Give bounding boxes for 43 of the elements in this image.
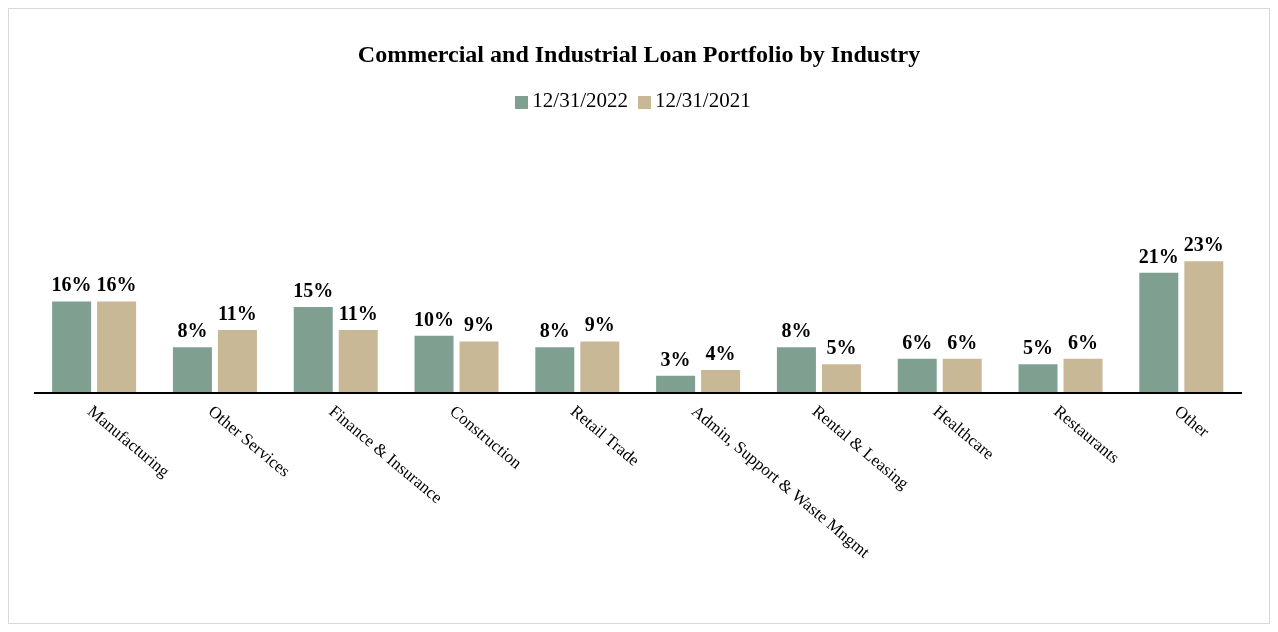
bar: [897, 358, 937, 393]
bar: [217, 330, 257, 393]
bar: [1063, 358, 1103, 393]
bar: [172, 347, 212, 393]
data-label: 23%: [1183, 233, 1224, 256]
bar: [942, 358, 982, 393]
bar: [97, 301, 137, 393]
bar: [1018, 364, 1058, 393]
bar: [821, 364, 861, 393]
bar: [1184, 261, 1224, 393]
data-label: 6%: [947, 330, 978, 353]
bar: [414, 335, 454, 393]
data-label: 6%: [1068, 330, 1099, 353]
bar: [338, 330, 378, 393]
data-label: 11%: [217, 302, 257, 325]
data-label: 3%: [660, 347, 691, 370]
data-label: 21%: [1138, 244, 1179, 267]
data-label: 11%: [338, 302, 378, 325]
chart-title: Commercial and Industrial Loan Portfolio by Industry: [356, 41, 922, 68]
data-label: 6%: [902, 330, 933, 353]
bar: [656, 375, 696, 393]
data-label: 9%: [464, 313, 495, 336]
data-label: 16%: [96, 273, 137, 296]
data-label: 5%: [1023, 336, 1054, 359]
bar: [459, 341, 499, 393]
bar: [52, 301, 92, 393]
data-label: 9%: [584, 313, 615, 336]
data-label: 5%: [826, 336, 857, 359]
data-label: 8%: [781, 319, 812, 342]
bar: [776, 347, 816, 393]
data-label: 4%: [705, 342, 736, 365]
bar: [701, 370, 741, 393]
bar: [580, 341, 620, 393]
data-label: 8%: [539, 319, 570, 342]
data-label: 15%: [293, 279, 334, 302]
data-label: 10%: [414, 307, 455, 330]
legend-label: 12/31/2022: [532, 88, 628, 112]
legend-label: 12/31/2021: [655, 88, 751, 112]
data-label: 8%: [177, 319, 208, 342]
data-label: 16%: [51, 273, 92, 296]
bar: [535, 347, 575, 393]
bar: [293, 307, 333, 393]
bar: [1139, 272, 1179, 393]
